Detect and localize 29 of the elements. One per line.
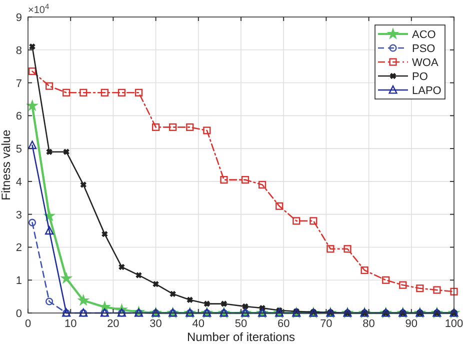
legend-label: ACO: [412, 29, 436, 41]
x-tick-label: 40: [192, 318, 205, 330]
y-tick-label: 3: [16, 209, 22, 222]
x-tick-label: 90: [405, 318, 418, 330]
y-tick-label: 5: [16, 144, 22, 156]
x-tick-label: 10: [64, 318, 77, 330]
y-tick-label: 4: [16, 176, 22, 188]
x-tick-label: 20: [107, 318, 120, 330]
y-tick-label: 9: [16, 12, 22, 24]
x-tick-label: 70: [320, 318, 332, 330]
legend-label: WOA: [412, 57, 439, 69]
text: ×10$^{4}$: [28, 2, 50, 16]
x-tick-label: 0: [24, 318, 32, 330]
y-axis-title: Fitness value: [0, 129, 13, 200]
x-axis-title: Number of iterations: [186, 330, 296, 344]
y-tick-label: 8: [16, 44, 22, 57]
legend-label: PSO: [412, 43, 436, 55]
legend-label: PO: [412, 71, 428, 83]
x-tick-label: 80: [362, 318, 375, 330]
y-tick-label: 2: [16, 242, 22, 254]
x-tick-label: 60: [277, 318, 290, 330]
y-tick-label: 7: [16, 78, 22, 90]
y-tick-label: 1: [16, 275, 22, 288]
x-tick-label: 30: [150, 318, 162, 330]
legend-label: LAPO: [412, 85, 442, 97]
x-tick-label: 50: [234, 318, 248, 330]
y-tick-label: 6: [16, 110, 22, 123]
x-tick-label: 100: [444, 318, 463, 330]
y-tick-label: 0: [16, 308, 22, 320]
